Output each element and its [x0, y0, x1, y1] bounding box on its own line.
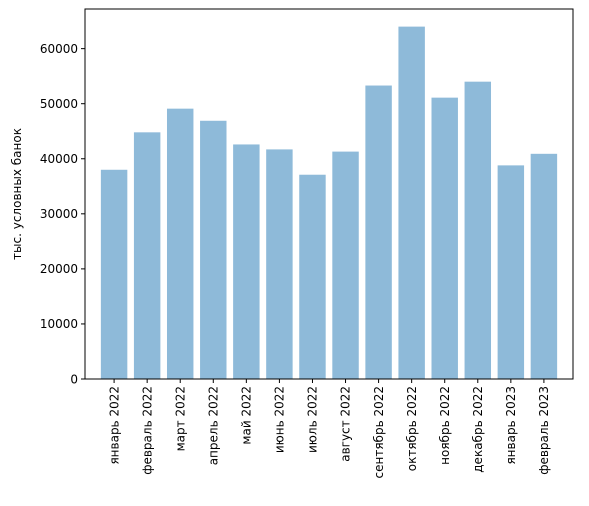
x-tick-label-4: май 2022 [240, 386, 254, 445]
bar-6 [299, 174, 326, 379]
x-tick-label-8: сентябрь 2022 [372, 386, 386, 478]
y-tick-label-3: 30000 [40, 207, 78, 221]
x-tick-label-9: октябрь 2022 [405, 386, 419, 471]
x-tick-label-3: апрель 2022 [206, 386, 220, 465]
bar-13 [530, 153, 558, 379]
y-tick-label-1: 10000 [40, 317, 78, 331]
bar-10 [431, 97, 458, 380]
bar-5 [266, 149, 293, 379]
x-tick-label-11: декабрь 2022 [471, 386, 485, 473]
y-tick-label-2: 20000 [40, 262, 78, 276]
x-tick-label-1: февраль 2022 [140, 386, 154, 475]
bar-9 [398, 26, 425, 380]
x-tick-label-0: январь 2022 [107, 386, 121, 465]
y-tick-label-0: 0 [70, 372, 78, 386]
bar-4 [233, 144, 260, 379]
x-tick-label-2: март 2022 [173, 386, 187, 451]
bar-3 [200, 120, 227, 380]
x-tick-label-10: ноябрь 2022 [438, 386, 452, 465]
y-tick-label-4: 40000 [40, 152, 78, 166]
x-tick-label-7: август 2022 [339, 386, 353, 462]
y-axis-label: тыс. условных банок [10, 128, 24, 260]
bar-2 [166, 108, 194, 379]
bar-7 [332, 151, 359, 379]
x-tick-label-12: январь 2023 [504, 386, 518, 465]
x-tick-label-5: июнь 2022 [273, 386, 287, 453]
y-axis: 0 10000 20000 30000 40000 50000 60000 [40, 42, 85, 386]
x-axis: январь 2022 февраль 2022 март 2022 апрель 2… [107, 379, 551, 478]
bar-0 [100, 169, 128, 379]
bars-group [100, 26, 558, 380]
x-tick-label-6: июль 2022 [306, 386, 320, 453]
bar-11 [464, 81, 492, 380]
y-tick-label-5: 50000 [40, 97, 78, 111]
x-tick-label-13: февраль 2023 [537, 386, 551, 475]
plot-frame [84, 8, 574, 380]
bar-1 [133, 132, 161, 379]
y-tick-label-6: 60000 [40, 42, 78, 56]
bar-12 [497, 165, 525, 379]
bar-8 [365, 85, 392, 379]
